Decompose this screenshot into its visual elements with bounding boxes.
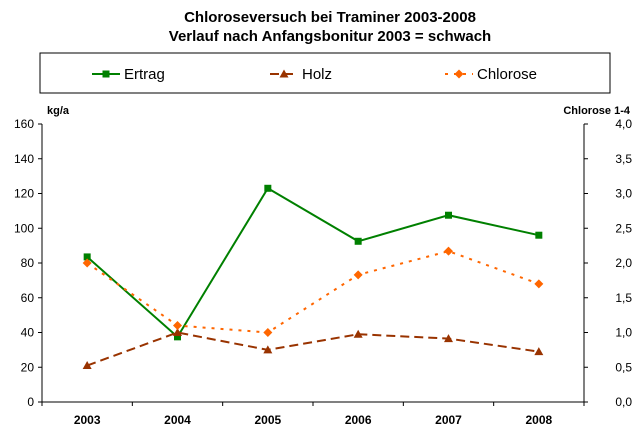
data-point-holz [353, 329, 363, 338]
y2-tick-label: 3,5 [615, 152, 632, 166]
data-point-holz [263, 345, 273, 354]
data-point-ertrag [445, 211, 452, 219]
data-point-holz [534, 347, 544, 356]
data-point-ertrag [354, 237, 362, 245]
y-tick-label: 140 [14, 152, 34, 166]
legend: Ertrag Holz Chlorose [92, 66, 537, 83]
legend-label-ertrag: Ertrag [124, 66, 165, 83]
data-point-ertrag [83, 253, 91, 261]
data-point-chlorose [534, 279, 544, 289]
plot-area [82, 184, 544, 370]
data-point-chlorose [263, 328, 273, 337]
y-tick-label: 0 [27, 395, 34, 409]
x-tick-label: 2004 [164, 413, 191, 427]
y2-tick-label: 0,5 [615, 360, 632, 374]
x-tick-label: 2008 [525, 413, 552, 427]
y-tick-label: 20 [21, 360, 35, 374]
legend-label-holz: Holz [302, 66, 332, 83]
y2-tick-label: 1,0 [615, 326, 632, 340]
series-line-chlorose [86, 250, 540, 334]
y-tick-label: 60 [21, 291, 35, 305]
legend-marker-chlorose [454, 69, 464, 79]
data-point-chlorose [353, 270, 363, 280]
y-axis-label: kg/a [47, 105, 70, 117]
y2-tick-label: 2,5 [615, 221, 632, 235]
x-tick-label: 2007 [435, 413, 462, 427]
x-tick-label: 2003 [74, 413, 101, 427]
data-point-holz [82, 361, 92, 370]
legend-box [39, 52, 611, 94]
y-tick-label: 160 [14, 117, 34, 131]
x-tick-label: 2005 [254, 413, 281, 427]
y2-tick-label: 2,0 [615, 256, 632, 270]
y2-tick-label: 4,0 [615, 117, 632, 131]
legend-label-chlorose: Chlorose [477, 66, 537, 83]
data-point-holz [444, 334, 453, 343]
y-tick-label: 100 [14, 221, 34, 235]
y-tick-label: 80 [21, 256, 35, 270]
chart-title: Chloroseversuch bei Traminer 2003-2008 [184, 9, 476, 26]
legend-marker-ertrag [102, 70, 110, 78]
data-point-ertrag [174, 333, 181, 341]
y2-tick-label: 3,0 [615, 187, 632, 201]
y2-tick-label: 0,0 [615, 395, 632, 409]
y2-axis-label: Chlorose 1-4 [563, 105, 631, 117]
series-line-holz [86, 331, 539, 367]
data-point-ertrag [535, 231, 543, 239]
data-point-chlorose [444, 246, 453, 256]
chart-subtitle: Verlauf nach Anfangsbonitur 2003 = schwa… [169, 28, 491, 45]
y2-tick-label: 1,5 [615, 291, 632, 305]
axes: 0 20 40 60 80 100 120 140 160 0,0 0,5 1,0 1,5 2,0 2,5 3… [14, 117, 632, 427]
data-point-holz [173, 328, 182, 336]
legend-marker-holz [279, 69, 289, 78]
data-point-chlorose [82, 258, 92, 268]
y-tick-label: 40 [21, 326, 35, 340]
x-tick-label: 2006 [345, 413, 372, 427]
data-point-chlorose [173, 321, 182, 331]
data-point-ertrag [264, 184, 272, 192]
series-line-ertrag [86, 186, 540, 339]
y-tick-label: 120 [14, 187, 34, 201]
